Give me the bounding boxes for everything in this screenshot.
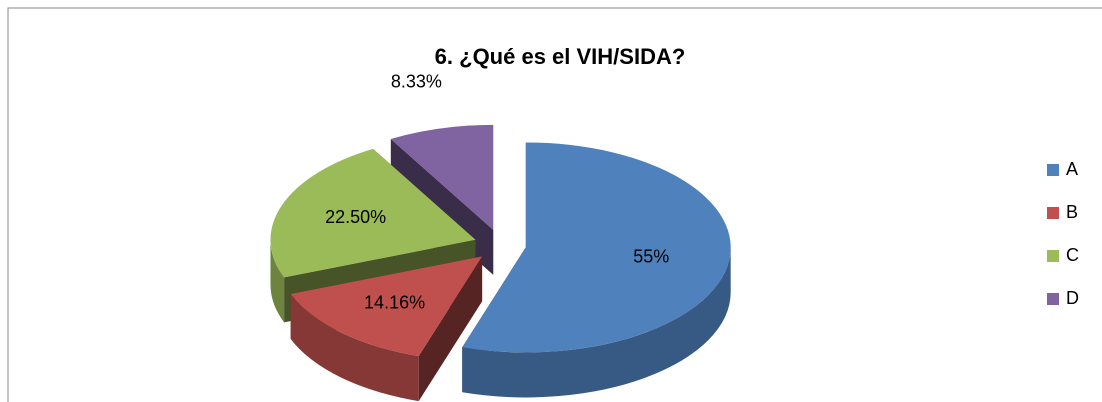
pie-slice — [270, 148, 476, 278]
data-label: 14.16% — [364, 292, 425, 312]
data-label: 8.33% — [391, 72, 442, 92]
chart-border — [7, 7, 1102, 402]
pie-slice — [390, 124, 494, 230]
legend-swatch — [1047, 164, 1059, 176]
slice-side — [290, 293, 419, 402]
legend-label: C — [1066, 245, 1079, 265]
legend-swatch — [1047, 250, 1059, 262]
data-label: 55% — [633, 246, 669, 266]
legend-label: B — [1066, 202, 1078, 222]
slice-side — [462, 247, 731, 398]
pie-slice — [290, 256, 483, 357]
slice-side — [270, 239, 285, 323]
pie-slice — [462, 142, 731, 353]
legend-label: D — [1066, 288, 1079, 308]
legend-label: A — [1066, 159, 1078, 179]
legend-swatch — [1047, 207, 1059, 219]
data-label: 22.50% — [325, 207, 386, 227]
legend-swatch — [1047, 293, 1059, 305]
chart-title: 6. ¿Qué es el VIH/SIDA? — [435, 44, 686, 69]
